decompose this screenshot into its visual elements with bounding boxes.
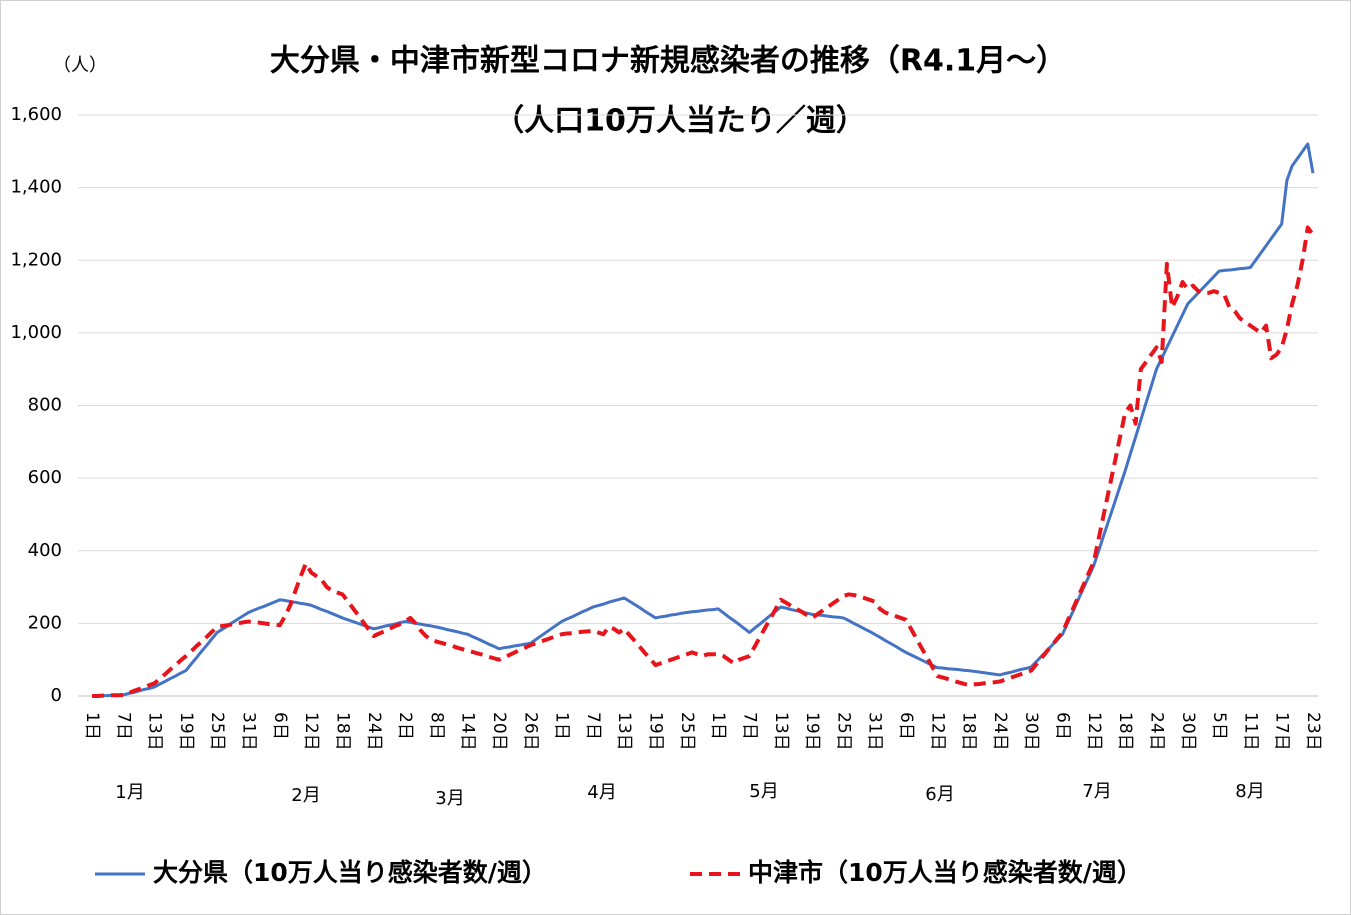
- y-tick-label: 400: [28, 540, 62, 561]
- chart-subtitle: （人口10万人当たり／週）: [494, 104, 866, 139]
- x-tick-label: 17日: [1272, 712, 1292, 751]
- x-tick-label: 13日: [145, 712, 165, 751]
- x-tick-label: 6日: [270, 712, 290, 740]
- x-tick-label: 2日: [395, 712, 415, 740]
- month-label: 2月: [291, 785, 320, 806]
- series-line: [92, 225, 1315, 698]
- x-tick-label: 19日: [176, 712, 196, 751]
- x-tick-label: 24日: [990, 712, 1010, 751]
- x-tick-label: 18日: [959, 712, 979, 751]
- x-tick-label: 18日: [332, 712, 352, 751]
- legend-label: 大分県（10万人当り感染者数/週）: [153, 858, 547, 887]
- x-tick-label: 13日: [614, 712, 634, 751]
- month-label: 5月: [749, 781, 778, 802]
- x-tick-label: 6日: [896, 712, 916, 740]
- x-tick-label: 12日: [1084, 712, 1104, 751]
- x-tick-label: 25日: [677, 712, 697, 751]
- x-tick-label: 31日: [239, 712, 259, 751]
- x-tick-label: 25日: [833, 712, 853, 751]
- x-tick-label: 25日: [207, 712, 227, 751]
- x-tick-label: 11日: [1240, 712, 1260, 751]
- y-tick-label: 1,600: [10, 104, 62, 125]
- x-tick-label: 26日: [520, 712, 540, 751]
- x-tick-label: 1日: [708, 712, 728, 740]
- y-tick-label: 1,200: [10, 249, 62, 270]
- x-tick-label: 20日: [489, 712, 509, 751]
- x-tick-label: 24日: [364, 712, 384, 751]
- y-tick-label: 0: [51, 685, 62, 706]
- x-tick-label: 8日: [426, 712, 446, 740]
- series-line: [92, 142, 1315, 698]
- month-label: 6月: [925, 784, 954, 805]
- x-tick-label: 18日: [1115, 712, 1135, 751]
- month-label: 1月: [115, 782, 144, 803]
- x-tick-label: 7日: [739, 712, 759, 740]
- x-tick-label: 19日: [646, 712, 666, 751]
- legend-label: 中津市（10万人当り感染者数/週）: [748, 858, 1142, 887]
- x-tick-label: 30日: [1021, 712, 1041, 751]
- y-tick-label: 800: [28, 395, 62, 416]
- y-tick-label: 600: [28, 467, 62, 488]
- x-tick-label: 1日: [82, 712, 102, 740]
- x-tick-label: 12日: [927, 712, 947, 751]
- chart-title: 大分県・中津市新型コロナ新規感染者の推移（R4.1月～）: [270, 44, 1066, 79]
- x-tick-label: 24日: [1146, 712, 1166, 751]
- month-label: 4月: [587, 782, 616, 803]
- month-label: 7月: [1082, 781, 1111, 802]
- y-tick-label: 1,400: [10, 177, 62, 198]
- y-axis-label: （人）: [53, 55, 107, 76]
- x-tick-label: 5日: [1209, 712, 1229, 740]
- month-label: 3月: [435, 788, 464, 809]
- x-tick-label: 7日: [113, 712, 133, 740]
- x-tick-label: 19日: [802, 712, 822, 751]
- y-tick-label: 200: [28, 612, 62, 633]
- x-tick-label: 1日: [552, 712, 572, 740]
- y-tick-label: 1,000: [10, 322, 62, 343]
- x-tick-label: 13日: [771, 712, 791, 751]
- x-tick-label: 30日: [1178, 712, 1198, 751]
- month-label: 8月: [1235, 781, 1264, 802]
- x-tick-label: 23日: [1303, 712, 1323, 751]
- x-tick-label: 7日: [583, 712, 603, 740]
- x-tick-label: 6日: [1053, 712, 1073, 740]
- x-tick-label: 12日: [301, 712, 321, 751]
- x-tick-label: 31日: [865, 712, 885, 751]
- x-tick-label: 14日: [458, 712, 478, 751]
